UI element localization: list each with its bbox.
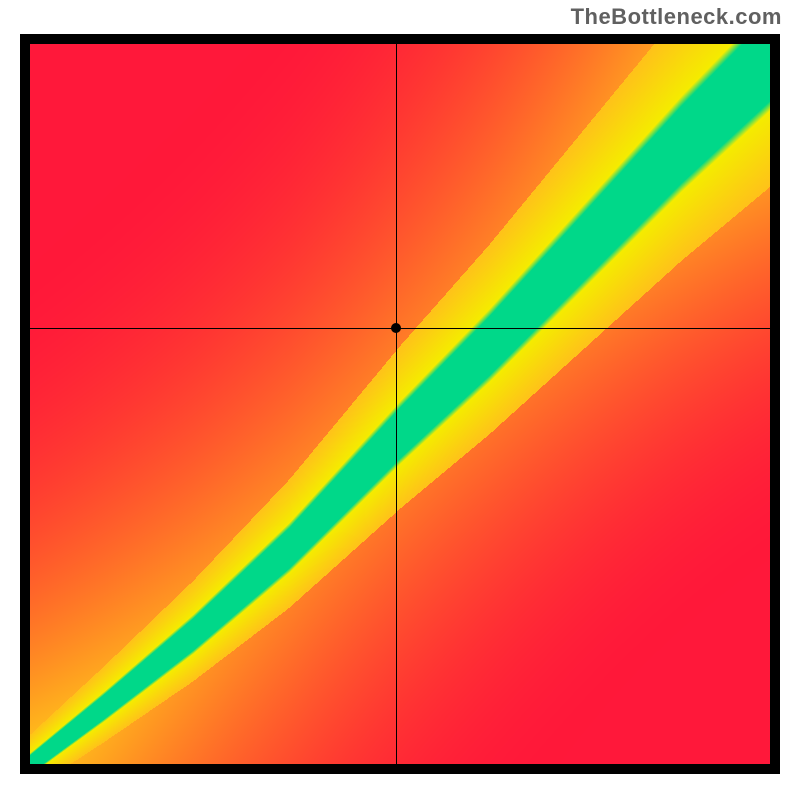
crosshair-point [391, 323, 401, 333]
crosshair-vertical-line [396, 44, 397, 764]
watermark-text: TheBottleneck.com [571, 4, 782, 30]
bottleneck-heatmap [30, 44, 770, 764]
root: TheBottleneck.com [0, 0, 800, 800]
plot-area [20, 34, 780, 774]
